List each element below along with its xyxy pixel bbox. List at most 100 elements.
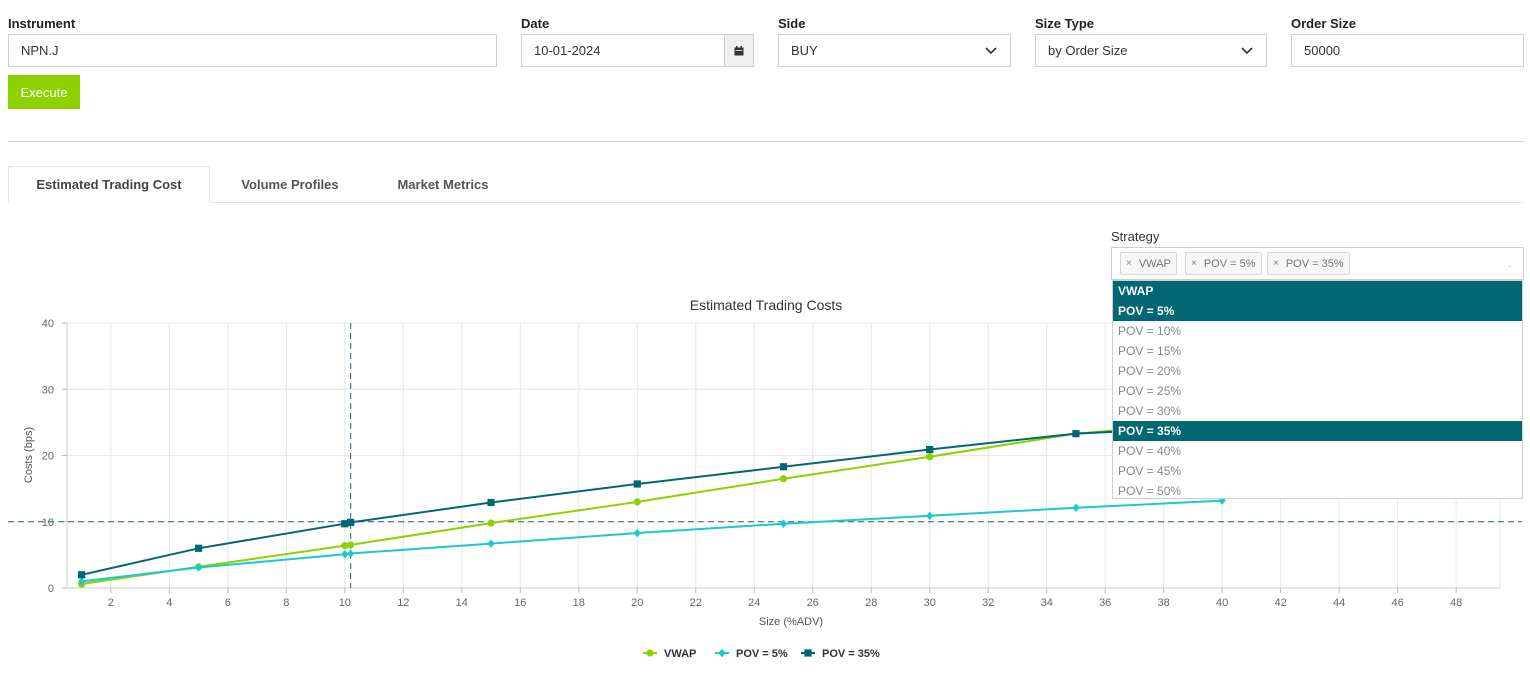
x-tick-label: 36	[1099, 597, 1111, 609]
data-point-pov-35	[1072, 430, 1080, 438]
data-point-vwap	[347, 541, 355, 549]
side-select[interactable]: BUY	[778, 34, 1011, 67]
chevron-down-icon	[1240, 44, 1254, 58]
x-tick-label: 38	[1158, 597, 1170, 609]
strategy-multiselect[interactable]: × VWAP × POV = 5% × POV = 35% .	[1111, 247, 1524, 280]
x-tick-label: 2	[108, 597, 114, 609]
x-tick-label: 16	[514, 597, 526, 609]
data-point-pov-35	[347, 518, 355, 527]
data-point-pov-5	[195, 563, 203, 572]
tab-volume-profiles[interactable]: Volume Profiles	[241, 177, 339, 192]
data-point-vwap	[926, 453, 934, 461]
y-tick-label: 10	[42, 517, 54, 529]
x-tick-label: 10	[339, 597, 351, 609]
x-tick-label: 44	[1333, 597, 1345, 609]
data-point-pov-35	[341, 520, 349, 528]
divider	[8, 141, 1524, 142]
strategy-option-pov-5[interactable]: POV = 5%	[1113, 301, 1522, 321]
instrument-label: Instrument	[8, 16, 76, 31]
tab-estimated-trading-cost[interactable]: Estimated Trading Cost	[8, 166, 210, 203]
legend-marker	[718, 648, 726, 658]
x-tick-label: 40	[1216, 597, 1228, 609]
x-tick-label: 46	[1392, 597, 1404, 609]
dropdown-indicator-icon: .	[1508, 259, 1511, 269]
data-point-pov-35	[779, 463, 788, 471]
strategy-option-pov-30[interactable]: POV = 30%	[1118, 404, 1182, 418]
strategy-option-pov-35[interactable]: POV = 35%	[1113, 421, 1522, 441]
x-tick-label: 12	[397, 597, 409, 609]
data-point-pov-35	[78, 571, 86, 579]
x-tick-label: 14	[456, 597, 468, 609]
strategy-option-pov-20[interactable]: POV = 20%	[1118, 364, 1182, 378]
x-tick-label: 30	[924, 597, 936, 609]
size-type-value: by Order Size	[1048, 43, 1128, 58]
data-point-pov-35	[195, 544, 203, 552]
instrument-input[interactable]: NPN.J	[8, 34, 497, 67]
strategy-option-pov-45[interactable]: POV = 45%	[1118, 464, 1182, 478]
strategy-option-pov-40[interactable]: POV = 40%	[1118, 444, 1182, 458]
strategy-chip-label: POV = 5%	[1203, 257, 1256, 270]
strategy-option-pov-10[interactable]: POV = 10%	[1118, 324, 1182, 338]
order-size-input[interactable]: 50000	[1291, 34, 1524, 67]
data-point-pov-35	[926, 445, 934, 454]
x-tick-label: 8	[283, 597, 289, 609]
strategy-option-pov-25[interactable]: POV = 25%	[1118, 384, 1182, 398]
strategy-chip-pov-5[interactable]: × POV = 5%	[1185, 252, 1262, 275]
close-icon[interactable]: ×	[1191, 258, 1197, 269]
x-tick-label: 32	[982, 597, 994, 609]
data-point-pov-5	[633, 528, 641, 538]
legend-label: VWAP	[664, 648, 696, 660]
instrument-value: NPN.J	[21, 43, 59, 58]
x-tick-label: 42	[1275, 597, 1287, 609]
data-point-pov-5	[779, 519, 788, 528]
strategy-chip-pov-35[interactable]: × POV = 35%	[1267, 252, 1350, 275]
legend-label: POV = 5%	[736, 648, 788, 660]
data-point-pov-5	[78, 577, 86, 586]
strategy-chip-vwap[interactable]: × VWAP	[1120, 252, 1177, 275]
y-tick-label: 30	[42, 384, 54, 396]
y-tick-label: 0	[48, 583, 54, 595]
x-tick-label: 34	[1041, 597, 1053, 609]
data-point-pov-5	[926, 511, 934, 520]
tab-market-metrics[interactable]: Market Metrics	[397, 177, 489, 192]
side-value: BUY	[791, 43, 818, 58]
tab-bar: Estimated Trading Cost Volume Profiles M…	[8, 166, 1524, 203]
calendar-icon[interactable]	[724, 35, 753, 66]
x-tick-label: 4	[166, 597, 172, 609]
strategy-option-pov-15[interactable]: POV = 15%	[1118, 344, 1182, 358]
strategy-chip-label: VWAP	[1138, 257, 1171, 270]
series-line-vwap	[81, 425, 1164, 585]
y-axis-title: Costs (bps)	[23, 427, 35, 483]
strategy-label: Strategy	[1111, 229, 1160, 244]
x-tick-label: 6	[225, 597, 231, 609]
date-label: Date	[521, 16, 550, 31]
date-input[interactable]: 10-01-2024	[521, 34, 754, 67]
x-tick-label: 18	[573, 597, 585, 609]
y-tick-label: 40	[42, 318, 54, 330]
data-point-pov-5	[1072, 503, 1080, 513]
chevron-down-icon	[984, 44, 998, 58]
close-icon[interactable]: ×	[1126, 258, 1132, 269]
legend-marker	[804, 649, 812, 657]
chart-title: Estimated Trading Costs	[690, 297, 843, 313]
strategy-chip-label: POV = 35%	[1285, 257, 1344, 270]
strategy-dropdown: VWAP POV = 5% POV = 10% POV = 15% POV = …	[1112, 280, 1523, 499]
data-point-pov-35	[487, 498, 495, 507]
size-type-select[interactable]: by Order Size	[1035, 34, 1267, 67]
x-axis-title: Size (%ADV)	[759, 616, 823, 628]
data-point-pov-5	[341, 550, 349, 559]
strategy-option-vwap[interactable]: VWAP	[1113, 281, 1522, 301]
legend-label: POV = 35%	[822, 648, 880, 660]
x-tick-label: 20	[631, 597, 643, 609]
execute-button[interactable]: Execute	[8, 75, 80, 109]
data-point-vwap	[341, 542, 349, 550]
close-icon[interactable]: ×	[1273, 258, 1279, 269]
legend-marker	[646, 649, 654, 657]
x-tick-label: 22	[690, 597, 702, 609]
series-line-pov-35	[81, 428, 1173, 576]
data-point-vwap	[487, 519, 495, 527]
strategy-option-pov-50[interactable]: POV = 50%	[1118, 484, 1182, 498]
side-label: Side	[778, 16, 806, 31]
x-tick-label: 28	[865, 597, 877, 609]
order-size-label: Order Size	[1291, 16, 1357, 31]
